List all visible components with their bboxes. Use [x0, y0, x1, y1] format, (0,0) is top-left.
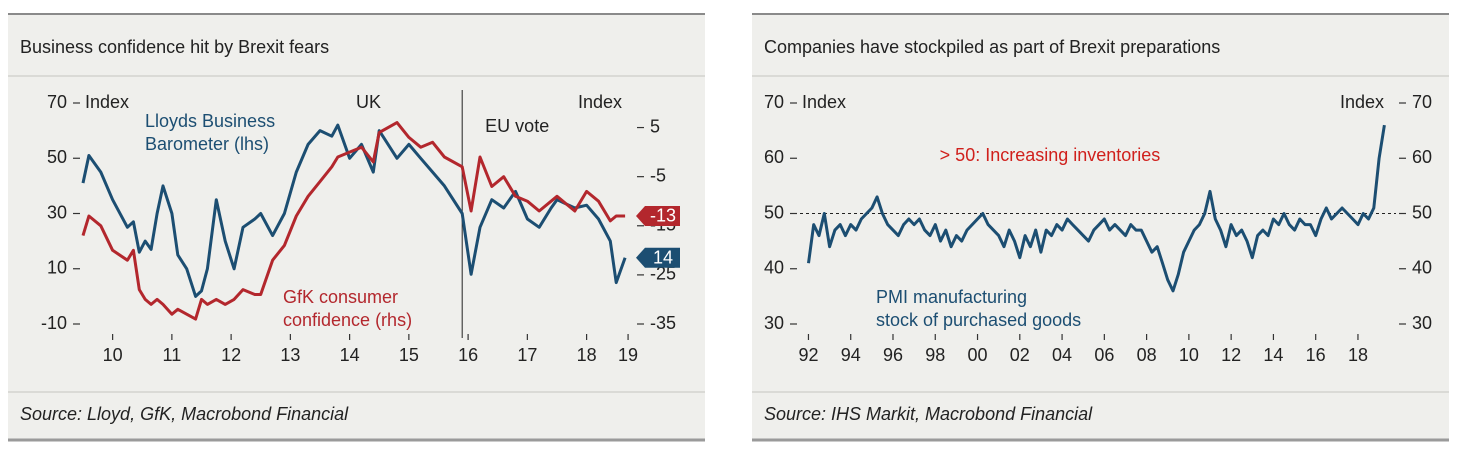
y-tick-label: 50	[764, 202, 784, 222]
y-tick-label: 70	[764, 92, 784, 112]
x-tick-label: 13	[280, 345, 300, 365]
x-tick-label: 96	[883, 345, 903, 365]
region-label: UK	[356, 92, 381, 112]
y2-axis-label: Index	[578, 92, 622, 112]
end-value-label: -13	[650, 206, 676, 226]
x-tick-label: 11	[163, 345, 182, 365]
x-tick-label: 02	[1010, 345, 1030, 365]
series-label: Barometer (lhs)	[145, 134, 269, 154]
source-note: Source: IHS Markit, Macrobond Financial	[764, 404, 1093, 424]
chart-title: Business confidence hit by Brexit fears	[20, 37, 329, 57]
series-label: PMI manufacturing	[876, 287, 1027, 307]
y2-tick-label: -35	[650, 313, 676, 333]
x-tick-label: 92	[798, 345, 818, 365]
x-tick-label: 04	[1052, 345, 1072, 365]
series-label: stock of purchased goods	[876, 310, 1081, 330]
source-note: Source: Lloyd, GfK, Macrobond Financial	[20, 404, 349, 424]
series-line	[81, 121, 626, 321]
x-tick-label: 12	[1221, 345, 1241, 365]
series-line	[81, 123, 627, 298]
y-tick-label: 30	[764, 313, 784, 333]
reference-label: > 50: Increasing inventories	[940, 145, 1161, 165]
x-tick-label: 15	[399, 345, 419, 365]
end-value-tag	[636, 247, 680, 268]
x-tick-label: 12	[221, 345, 241, 365]
x-tick-label: 94	[841, 345, 861, 365]
y2-tick-label: 5	[650, 116, 660, 136]
y2-axis-label: Index	[1340, 92, 1384, 112]
end-value-tag	[636, 205, 680, 226]
y-tick-label: 50	[47, 147, 67, 167]
event-label: EU vote	[485, 116, 549, 136]
y-tick-label: 70	[47, 92, 67, 112]
x-tick-label: 16	[458, 345, 478, 365]
series-label: Lloyds Business	[145, 111, 275, 131]
y2-tick-label: 40	[1412, 258, 1432, 278]
x-tick-label: 14	[340, 345, 360, 365]
y-tick-label: 10	[47, 258, 67, 278]
y-tick-label: -10	[41, 313, 67, 333]
x-tick-label: 18	[1348, 345, 1368, 365]
y-tick-label: 30	[47, 202, 67, 222]
x-tick-label: 19	[618, 345, 638, 365]
y2-tick-label: 50	[1412, 202, 1432, 222]
y2-tick-label: 70	[1412, 92, 1432, 112]
series-label: confidence (rhs)	[283, 310, 412, 330]
y2-tick-label: 60	[1412, 147, 1432, 167]
x-tick-label: 10	[103, 345, 123, 365]
y2-tick-label: 30	[1412, 313, 1432, 333]
panel-background	[752, 14, 1449, 440]
y-axis-label: Index	[85, 92, 129, 112]
x-tick-label: 98	[925, 345, 945, 365]
y-axis-label: Index	[802, 92, 846, 112]
x-tick-label: 06	[1094, 345, 1114, 365]
y-tick-label: 40	[764, 258, 784, 278]
x-tick-label: 10	[1179, 345, 1199, 365]
x-tick-label: 17	[517, 345, 537, 365]
x-tick-label: 08	[1137, 345, 1157, 365]
x-tick-label: 00	[968, 345, 988, 365]
panel-background	[8, 14, 705, 440]
y2-tick-label: -25	[650, 264, 676, 284]
x-tick-label: 14	[1263, 345, 1283, 365]
y2-tick-label: -5	[650, 165, 666, 185]
series-label: GfK consumer	[283, 287, 398, 307]
chart-title: Companies have stockpiled as part of Bre…	[764, 37, 1220, 57]
y-tick-label: 60	[764, 147, 784, 167]
series-line	[807, 124, 1386, 293]
x-tick-label: 18	[577, 345, 597, 365]
end-value-label: 14	[653, 247, 673, 267]
x-tick-label: 16	[1306, 345, 1326, 365]
